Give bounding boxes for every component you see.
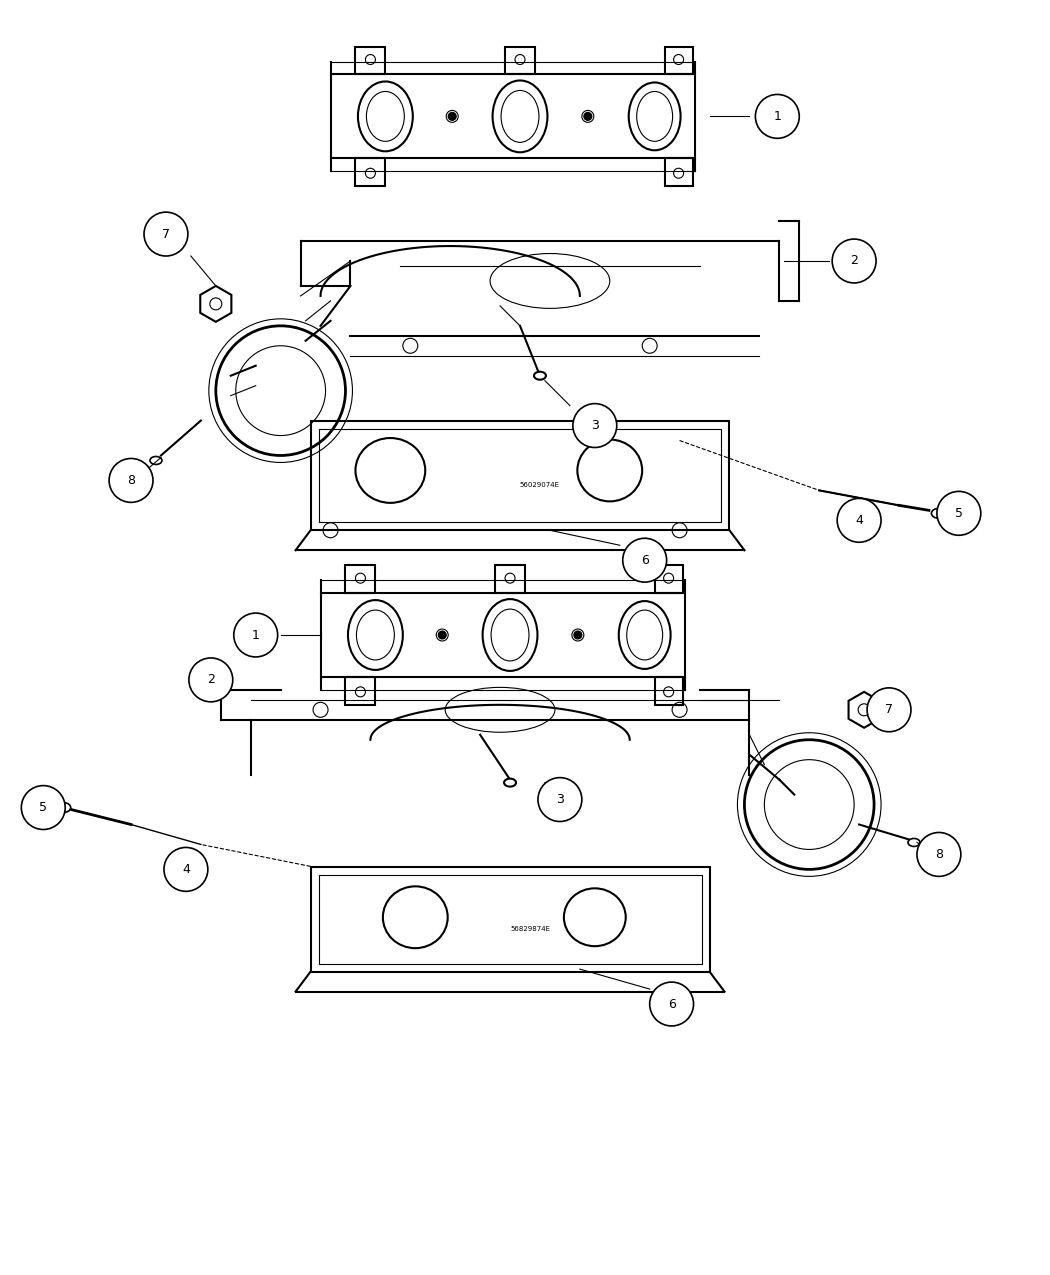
Ellipse shape — [438, 631, 446, 639]
Circle shape — [144, 212, 188, 256]
Circle shape — [917, 833, 961, 876]
Text: 56829874E: 56829874E — [510, 926, 550, 932]
Ellipse shape — [908, 839, 920, 847]
Ellipse shape — [448, 112, 456, 120]
Circle shape — [755, 94, 799, 138]
Text: 7: 7 — [162, 227, 170, 241]
Circle shape — [867, 688, 911, 732]
Circle shape — [189, 658, 233, 701]
Circle shape — [650, 982, 694, 1026]
Circle shape — [21, 785, 65, 830]
Circle shape — [109, 459, 153, 502]
Text: 4: 4 — [855, 514, 863, 527]
Ellipse shape — [584, 112, 592, 120]
Text: 56029074E: 56029074E — [520, 482, 560, 488]
Text: 3: 3 — [591, 419, 598, 432]
Ellipse shape — [574, 631, 582, 639]
Text: 4: 4 — [182, 863, 190, 876]
Circle shape — [623, 538, 667, 583]
Text: 8: 8 — [934, 848, 943, 861]
Text: 1: 1 — [252, 629, 259, 641]
Text: 6: 6 — [668, 997, 675, 1011]
Circle shape — [573, 404, 616, 448]
Text: 3: 3 — [555, 793, 564, 806]
Ellipse shape — [56, 802, 70, 812]
Circle shape — [937, 491, 981, 536]
Text: 1: 1 — [774, 110, 781, 122]
Text: 5: 5 — [954, 507, 963, 520]
Ellipse shape — [504, 779, 516, 787]
Ellipse shape — [150, 456, 162, 464]
Text: 6: 6 — [640, 553, 649, 566]
Circle shape — [837, 499, 881, 542]
Text: 7: 7 — [885, 704, 894, 717]
Text: 8: 8 — [127, 474, 135, 487]
Ellipse shape — [931, 509, 946, 519]
Circle shape — [164, 848, 208, 891]
Circle shape — [833, 238, 876, 283]
Ellipse shape — [534, 372, 546, 380]
Circle shape — [538, 778, 582, 821]
Circle shape — [234, 613, 277, 657]
Text: 2: 2 — [850, 255, 858, 268]
Text: 2: 2 — [207, 673, 215, 686]
Text: 5: 5 — [39, 801, 47, 813]
